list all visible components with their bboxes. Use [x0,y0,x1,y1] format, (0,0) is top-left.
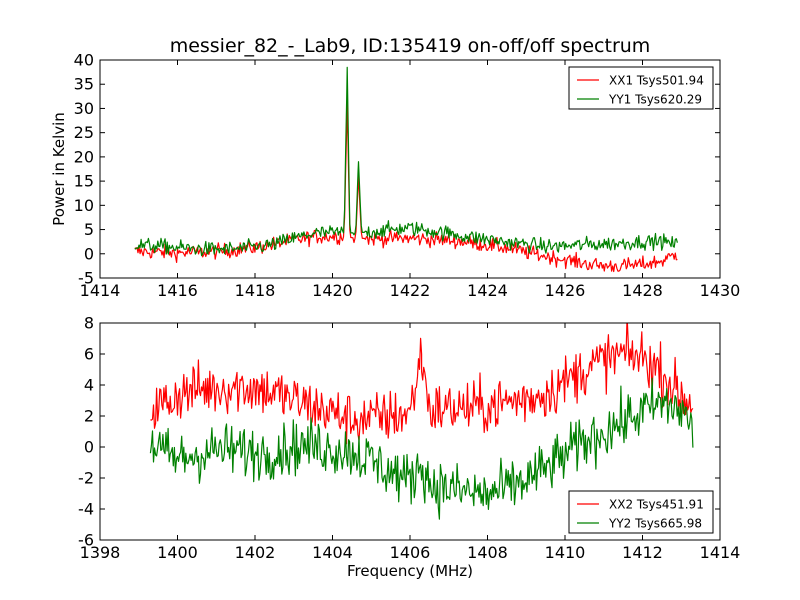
x-tick-label: 1426 [545,281,586,300]
y-tick-label: -4 [78,500,94,519]
legend-box [568,66,714,110]
x-tick-label: 1428 [622,281,663,300]
y-tick-label: 0 [84,244,94,263]
y-tick-label: 30 [74,99,94,118]
y-tick-label: 0 [84,438,94,457]
legend-box [568,490,714,534]
y-tick-label: 5 [84,220,94,239]
x-tick-label: 1404 [312,543,353,562]
y-tick-label: -5 [78,269,94,288]
y-axis-label: Power in Kelvin [50,112,68,226]
x-tick-label: 1402 [235,543,276,562]
x-tick-label: 1406 [390,543,431,562]
x-tick-label: 1416 [157,281,198,300]
y-tick-label: 6 [84,345,94,364]
series-line-1 [134,103,678,273]
series-line-2 [149,377,694,520]
x-tick-label: 1414 [80,281,121,300]
panel-2: 1398 1400 1402 1404 1406 1408 1410 1412 1414 -6 -4… [78,314,740,581]
plot-area [134,66,678,273]
y-tick-label: 35 [74,75,94,94]
legend: XX2 Tsys451.91 YY2 Tsys665.98 [568,490,714,534]
x-tick-label: 1400 [157,543,198,562]
y-tick-label: 20 [74,147,94,166]
series-line-1 [150,323,694,445]
x-tick-label: 1418 [235,281,276,300]
legend: XX1 Tsys501.94 YY1 Tsys620.29 [568,66,714,110]
legend-label: XX2 Tsys451.91 [609,498,704,512]
y-tick-label: 40 [74,51,94,70]
chart-title: messier_82_-_Lab9, ID:135419 on-off/off … [170,35,651,57]
y-tick-label: 8 [84,314,94,333]
x-tick-label: 1420 [312,281,353,300]
x-tick-label: 1398 [80,543,121,562]
y-tick-label: 25 [74,123,94,142]
x-tick-label: 1430 [700,281,741,300]
x-axis-label: Frequency (MHz) [347,562,473,580]
y-tick-label: 4 [84,376,94,395]
series-line-2 [134,66,678,257]
x-tick-label: 1412 [622,543,663,562]
legend-label: XX1 Tsys501.94 [609,74,704,88]
y-tick-label: -6 [78,531,94,550]
x-tick-label: 1408 [467,543,508,562]
plot-area [149,323,694,520]
x-tick-label: 1414 [700,543,741,562]
y-tick-label: 2 [84,407,94,426]
x-tick-label: 1424 [467,281,508,300]
y-tick-label: 10 [74,196,94,215]
panel-1: 1414 1416 1418 1420 1422 1424 1426 1428 1430 -5 0 5… [50,35,740,300]
x-tick-label: 1410 [545,543,586,562]
y-tick-label: -2 [78,469,94,488]
x-tick-label: 1422 [390,281,431,300]
y-tick-label: 15 [74,172,94,191]
legend-label: YY2 Tsys665.98 [608,517,702,531]
legend-label: YY1 Tsys620.29 [608,93,702,107]
